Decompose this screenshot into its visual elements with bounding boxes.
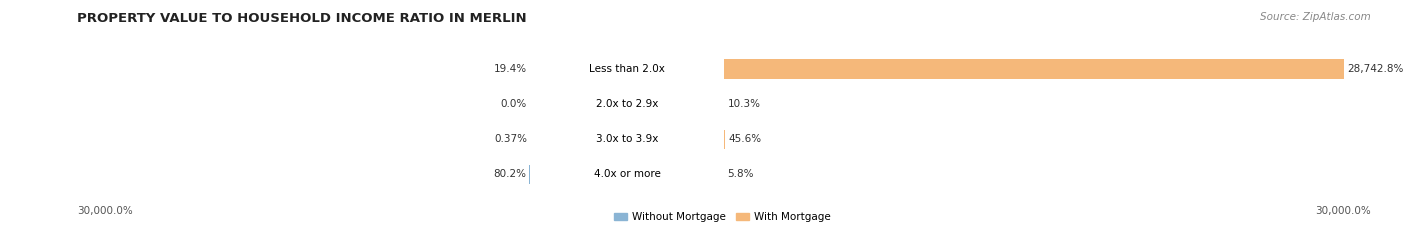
Text: 10.3%: 10.3% — [727, 99, 761, 109]
Text: 5.8%: 5.8% — [727, 169, 754, 179]
Bar — [530, 51, 1406, 87]
Text: 30,000.0%: 30,000.0% — [1315, 206, 1371, 216]
Text: 4.0x or more: 4.0x or more — [593, 169, 661, 179]
Bar — [530, 87, 1406, 122]
Legend: Without Mortgage, With Mortgage: Without Mortgage, With Mortgage — [610, 208, 835, 227]
Bar — [530, 122, 1406, 157]
Bar — [0, 122, 724, 157]
Bar — [0, 157, 724, 192]
Text: 0.0%: 0.0% — [501, 99, 527, 109]
Text: Source: ZipAtlas.com: Source: ZipAtlas.com — [1260, 12, 1371, 22]
Bar — [0, 51, 530, 87]
Text: 45.6%: 45.6% — [728, 134, 762, 144]
Text: 2.0x to 2.9x: 2.0x to 2.9x — [596, 99, 658, 109]
Bar — [0, 122, 530, 157]
Text: 0.37%: 0.37% — [494, 134, 527, 144]
Bar — [724, 59, 1344, 79]
Text: 3.0x to 3.9x: 3.0x to 3.9x — [596, 134, 658, 144]
Bar — [530, 157, 1406, 192]
Text: PROPERTY VALUE TO HOUSEHOLD INCOME RATIO IN MERLIN: PROPERTY VALUE TO HOUSEHOLD INCOME RATIO… — [77, 12, 527, 25]
Bar — [0, 87, 724, 122]
Text: 30,000.0%: 30,000.0% — [77, 206, 134, 216]
Bar — [0, 51, 724, 87]
Text: Less than 2.0x: Less than 2.0x — [589, 64, 665, 74]
Text: 19.4%: 19.4% — [494, 64, 527, 74]
Text: 28,742.8%: 28,742.8% — [1347, 64, 1403, 74]
Bar — [0, 157, 530, 192]
Text: 80.2%: 80.2% — [494, 169, 526, 179]
Bar — [0, 87, 530, 122]
